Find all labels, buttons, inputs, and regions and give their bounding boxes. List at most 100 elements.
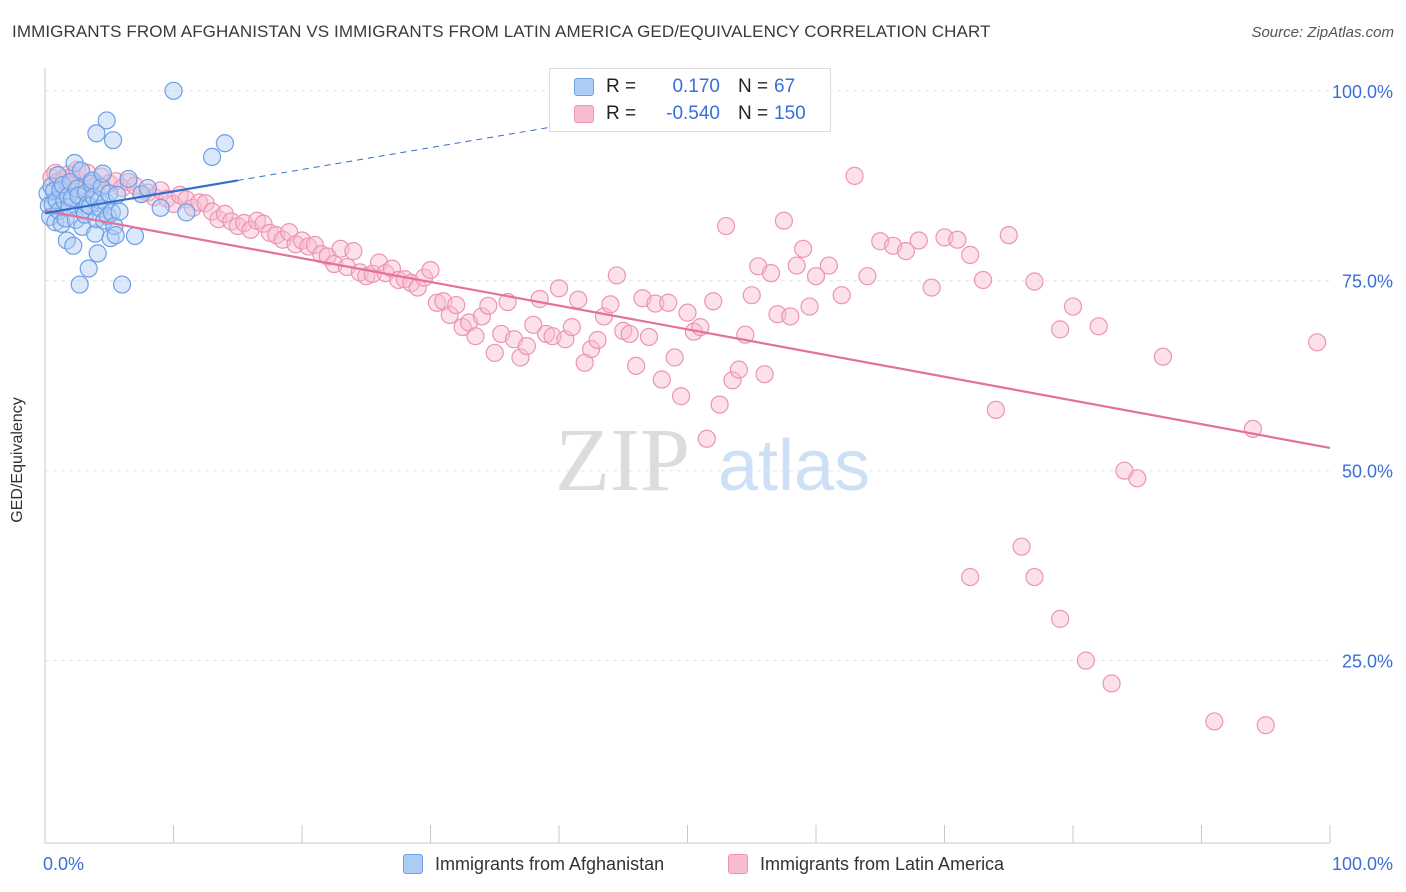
n-label: N = [738, 103, 769, 124]
afghanistan-legend-swatch [403, 854, 423, 874]
afghanistan-points [38, 81, 234, 294]
n-label: N = [738, 76, 769, 97]
latin-america-point [909, 231, 928, 250]
latin-america-point [646, 294, 665, 313]
y-tick-labels: 100.0% 75.0% 50.0% 25.0% [1332, 82, 1393, 672]
r-value: 0.170 [672, 76, 720, 97]
latin-america-point [254, 214, 273, 233]
afghanistan-point [110, 202, 129, 221]
latin-america-point [819, 256, 838, 275]
latin-america-point [922, 278, 941, 297]
latin-america-point [761, 264, 781, 283]
r-value: -0.540 [666, 103, 720, 124]
latin-america-point [588, 330, 607, 350]
afghanistan-trend-line [44, 179, 238, 215]
n-value: 150 [774, 103, 806, 124]
latin-america-point [671, 387, 691, 406]
latin-america-point [215, 204, 234, 223]
latin-america-point [755, 365, 774, 384]
y-tick-label: 75.0% [1342, 272, 1393, 292]
latin-america-point [704, 292, 723, 311]
latin-america-point [1063, 297, 1083, 316]
watermark-atlas: atlas [718, 426, 870, 506]
afghanistan-point [104, 131, 123, 150]
latin-america-point [858, 267, 877, 286]
afghanistan-point [112, 275, 132, 294]
afghanistan-point [97, 111, 116, 130]
latin-america-point [344, 242, 363, 261]
x-tick-label: 100.0% [1332, 854, 1393, 874]
latin-america-point [678, 303, 697, 322]
latin-america-point [845, 166, 864, 185]
latin-america-point [620, 324, 639, 344]
afghanistan-point [65, 153, 84, 173]
legend-item-latin-america[interactable]: Immigrants from Latin America [728, 852, 1004, 876]
latin-america-point [723, 371, 742, 390]
y-axis-label: GED/Equivalency [9, 397, 26, 523]
latin-america-point [524, 315, 543, 334]
latin-america-point [896, 242, 916, 261]
latin-america-point [800, 297, 819, 316]
y-tick-label: 25.0% [1342, 652, 1393, 672]
grid-lines [45, 90, 1330, 662]
latin-america-point [1153, 347, 1173, 366]
latin-america-point [582, 340, 601, 359]
afghanistan-point [151, 198, 170, 217]
latin-america-point [190, 193, 209, 212]
latin-america-point [806, 267, 826, 286]
latin-america-point [382, 259, 402, 278]
latin-america-point [948, 230, 967, 249]
latin-america-point [787, 256, 806, 275]
latin-america-point [986, 400, 1006, 420]
trend-lines [44, 125, 1331, 449]
latin-america-point [774, 211, 793, 230]
latin-america-point [1076, 651, 1095, 670]
latin-america-point [1256, 716, 1275, 735]
latin-america-legend-label: Immigrants from Latin America [760, 853, 1005, 874]
afghanistan-swatch [574, 78, 594, 96]
afghanistan-point [125, 226, 145, 246]
latin-america-point [1102, 674, 1121, 693]
stats-row-afghanistan: R = 0.170 N = 67 [550, 73, 814, 101]
latin-america-legend-swatch [728, 854, 748, 874]
latin-america-point [716, 216, 736, 236]
latin-america-point [1089, 317, 1108, 336]
legend-item-afghanistan[interactable]: Immigrants from Afghanistan [403, 852, 664, 876]
watermark-zip: ZIP [555, 411, 690, 510]
latin-america-swatch [574, 105, 594, 123]
afghanistan-point [88, 244, 107, 263]
latin-america-point [472, 307, 491, 326]
latin-america-points [42, 160, 1327, 735]
latin-america-point [1025, 567, 1044, 587]
x-tick-labels: 0.0% 100.0% [43, 854, 1393, 874]
latin-america-point [479, 296, 498, 315]
afghanistan-point [87, 124, 106, 143]
afghanistan-point [61, 172, 80, 192]
latin-america-point [832, 286, 851, 305]
latin-america-point [710, 395, 729, 414]
r-label: R = [606, 103, 637, 124]
afghanistan-trend-extension [237, 125, 560, 181]
latin-america-point [466, 327, 485, 346]
latin-america-point [485, 343, 504, 363]
latin-america-trend-line [44, 209, 1331, 449]
latin-america-point [652, 370, 671, 389]
y-tick-label: 50.0% [1342, 462, 1393, 482]
afghanistan-point [82, 174, 101, 193]
y-tick-label: 100.0% [1332, 82, 1393, 102]
stats-legend: R = 0.170 N = 67 R = -0.540 N = 150 [549, 68, 831, 132]
latin-america-point [421, 261, 440, 280]
latin-america-point [601, 295, 620, 314]
latin-america-point [1051, 320, 1070, 339]
latin-america-point [92, 167, 111, 186]
afghanistan-point [68, 179, 87, 198]
latin-america-point [794, 239, 813, 258]
latin-america-point [511, 348, 530, 367]
latin-america-point [569, 290, 588, 309]
afghanistan-point [177, 203, 196, 222]
latin-america-point [1012, 537, 1031, 556]
latin-america-point [999, 226, 1018, 245]
axes [44, 68, 1331, 844]
n-value: 67 [774, 76, 796, 97]
